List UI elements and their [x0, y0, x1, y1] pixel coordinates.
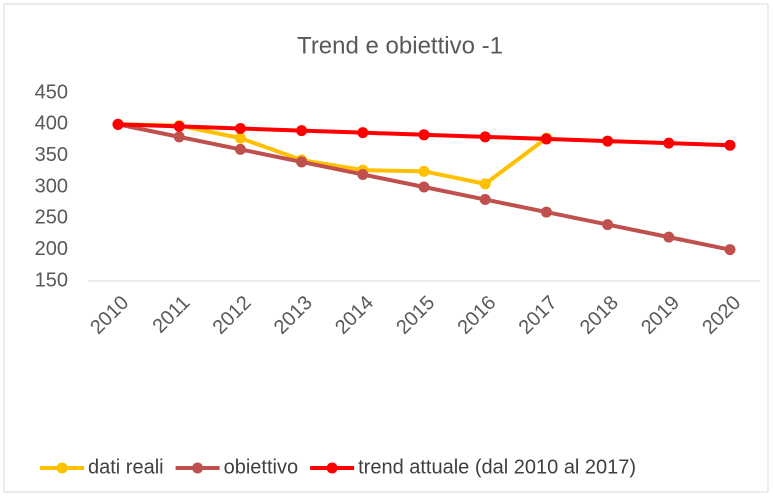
- y-tick-label: 300: [35, 175, 68, 197]
- data-point: [602, 219, 614, 231]
- data-point: [540, 206, 552, 218]
- data-point: [173, 120, 185, 132]
- y-tick-label: 400: [35, 113, 68, 135]
- data-point: [173, 131, 185, 143]
- data-point: [296, 125, 308, 137]
- legend-label: trend attuale (dal 2010 al 2017): [358, 456, 636, 478]
- data-point: [724, 244, 736, 256]
- data-point: [234, 143, 246, 155]
- data-point: [234, 123, 246, 135]
- data-point: [418, 165, 430, 177]
- legend-label: obiettivo: [224, 456, 299, 478]
- y-tick-label: 150: [35, 269, 68, 291]
- chart-border: [3, 3, 769, 493]
- data-point: [418, 181, 430, 193]
- data-point: [479, 131, 491, 143]
- chart-title: Trend e obiettivo -1: [297, 32, 503, 59]
- y-tick-label: 200: [35, 238, 68, 260]
- data-point: [663, 137, 675, 149]
- y-tick-label: 450: [35, 81, 68, 103]
- data-point: [663, 231, 675, 243]
- data-point: [418, 129, 430, 141]
- data-point: [112, 118, 124, 130]
- data-point: [479, 178, 491, 190]
- data-point: [357, 168, 369, 180]
- legend-label: dati reali: [88, 456, 164, 478]
- data-point: [234, 132, 246, 144]
- data-point: [296, 156, 308, 168]
- legend-swatch-marker: [192, 462, 204, 474]
- data-point: [357, 127, 369, 139]
- legend-swatch-marker: [56, 462, 68, 474]
- y-tick-label: 250: [35, 207, 68, 229]
- data-point: [724, 139, 736, 151]
- y-tick-label: 350: [35, 144, 68, 166]
- data-point: [479, 194, 491, 206]
- data-point: [602, 135, 614, 147]
- legend-swatch-marker: [326, 462, 338, 474]
- data-point: [540, 133, 552, 145]
